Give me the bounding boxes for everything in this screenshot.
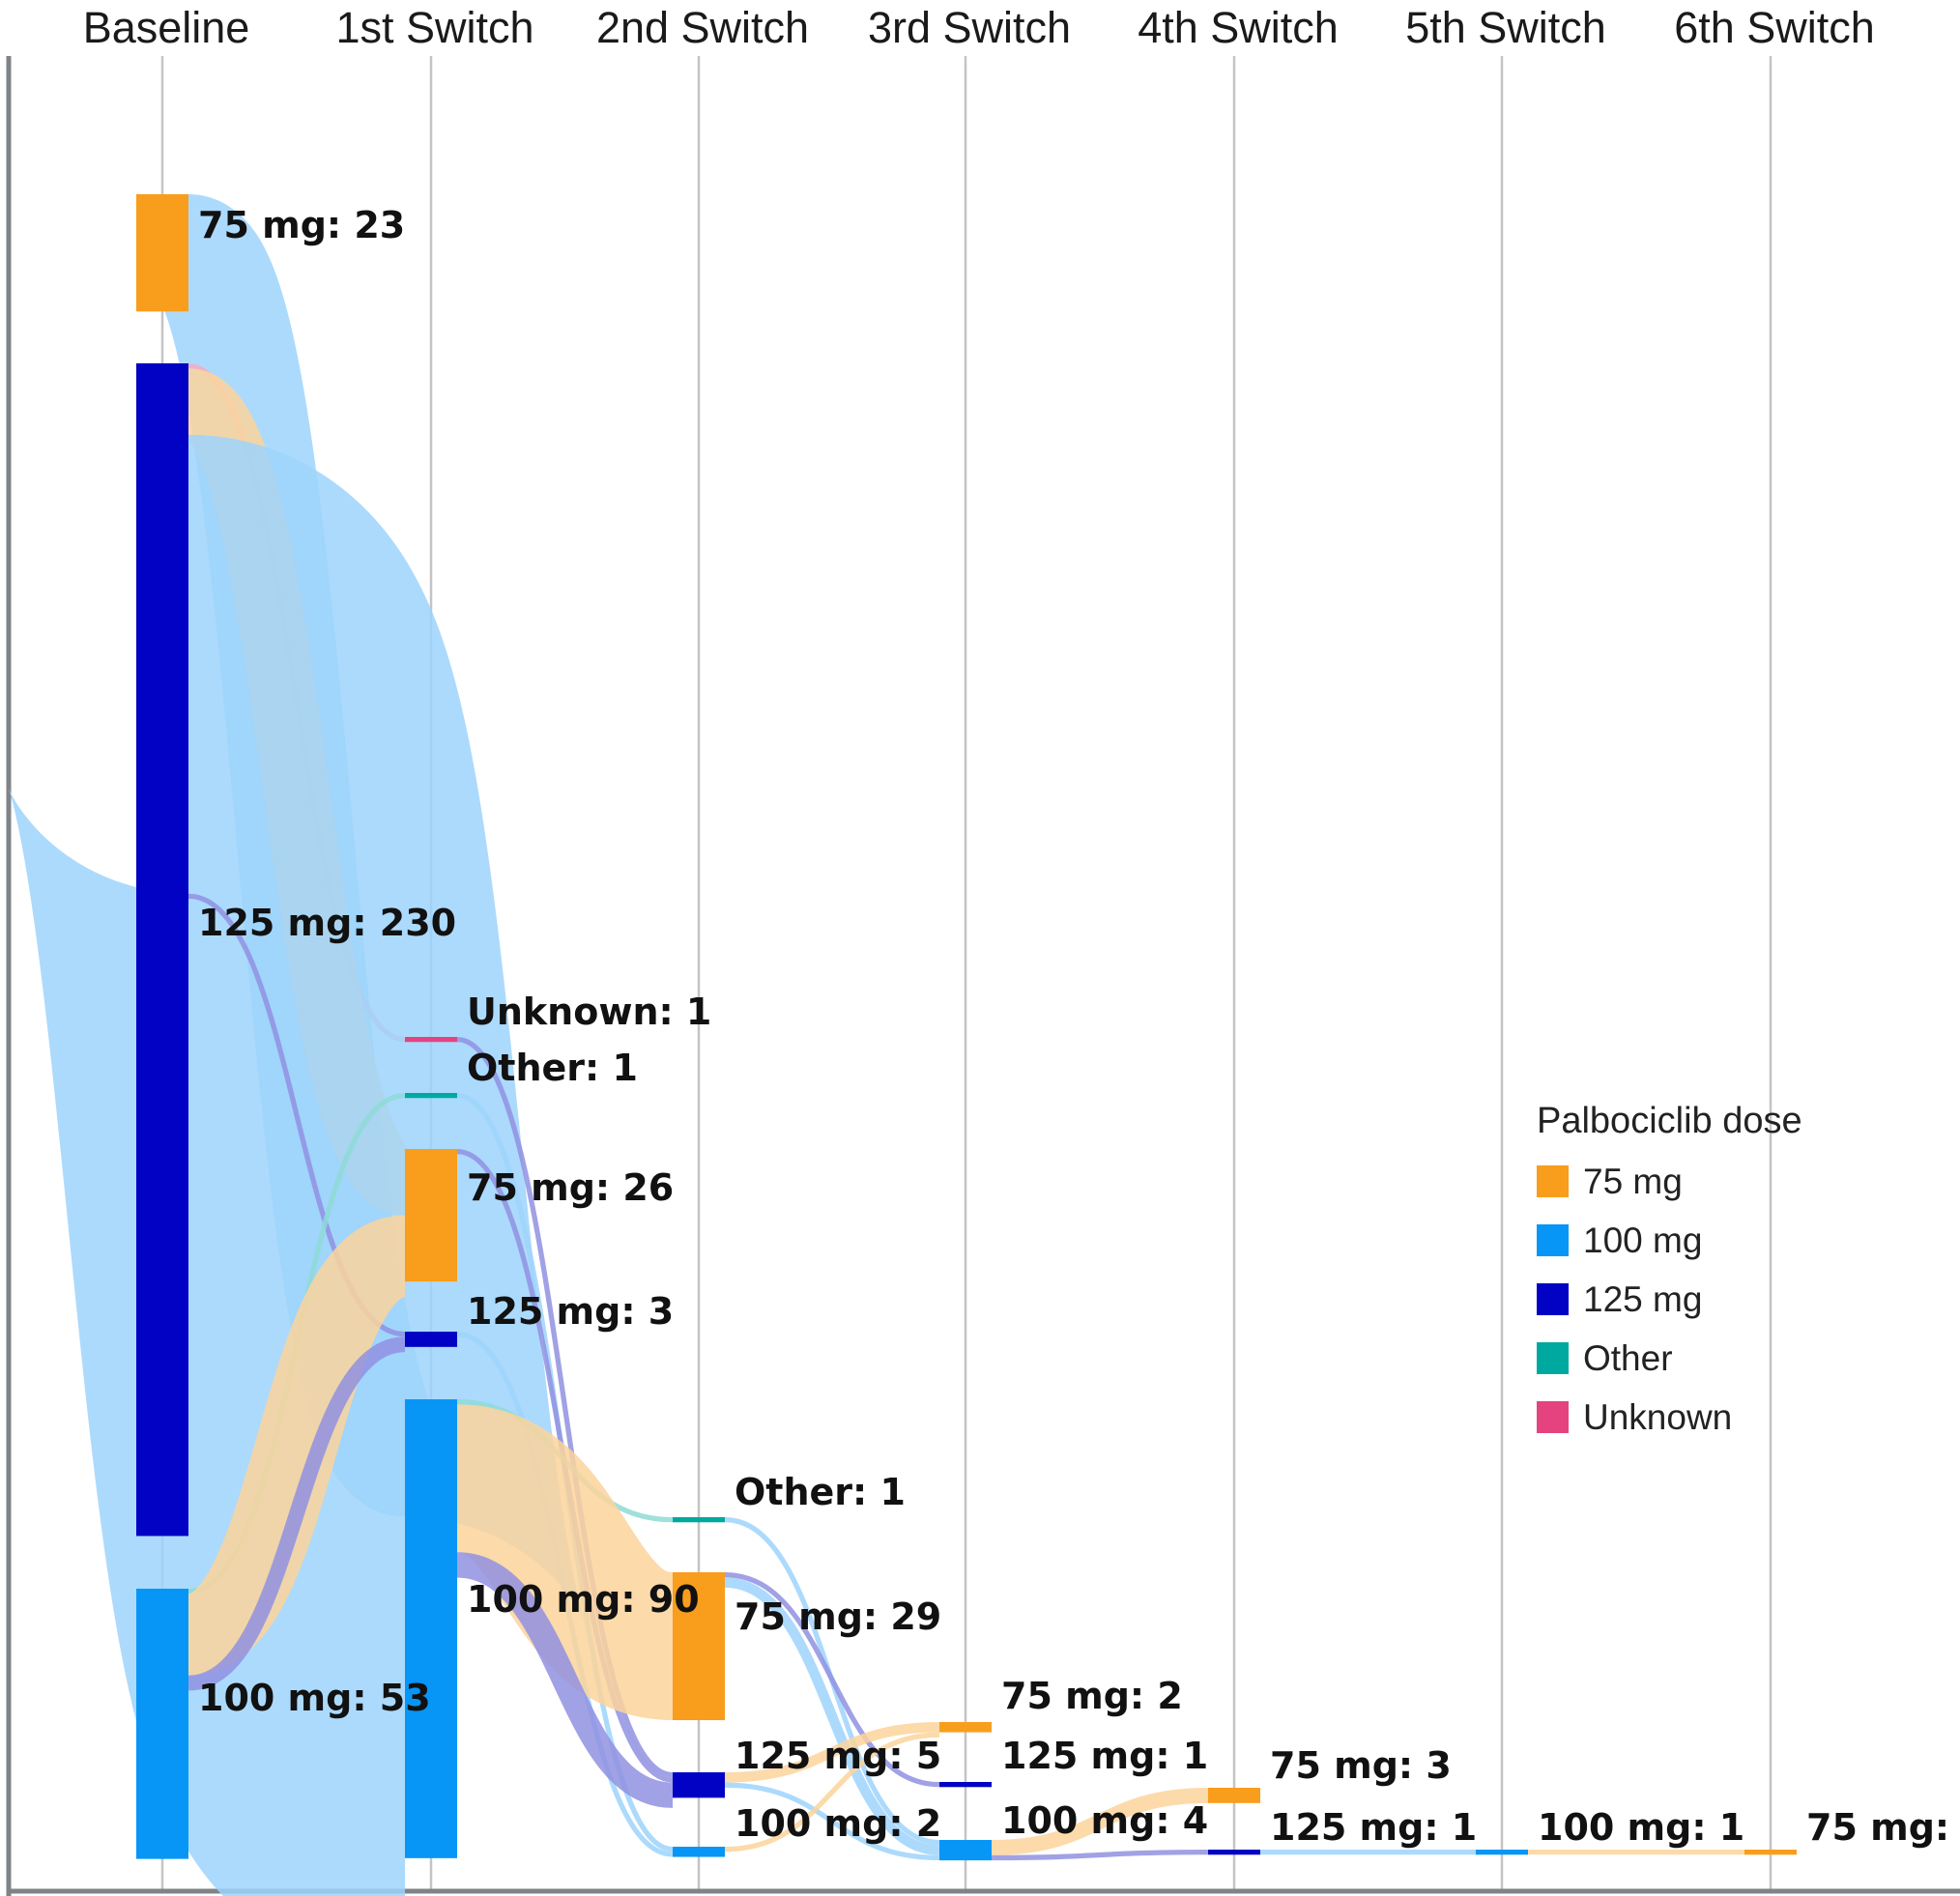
node-label-s6_75: 75 mg: 1 [1806,1806,1960,1849]
node-label-s1_100: 100 mg: 90 [467,1578,700,1621]
legend-swatch-other [1537,1342,1569,1374]
node-s1unk [405,1037,457,1043]
dose-nodes [136,194,1797,1861]
node-s4_75 [1208,1788,1260,1803]
link-b100-to-s1_125 [187,1336,406,1691]
node-label-s1_125: 125 mg: 3 [467,1290,674,1333]
legend-swatch-100-mg [1537,1224,1569,1256]
node-label-b125: 125 mg: 230 [198,902,456,944]
stage-label-3rd-switch: 3rd Switch [868,3,1071,52]
node-s3_125 [939,1782,992,1788]
link-s2_75-to-s3_125 [724,1572,940,1788]
node-label-s2_125: 125 mg: 5 [735,1735,941,1777]
link-b100-to-s1_75 [183,1215,411,1676]
legend-label-other: Other [1583,1338,1673,1378]
legend-swatch-75-mg [1537,1165,1569,1197]
node-s1_125 [405,1332,457,1347]
node-s3_75 [939,1722,992,1733]
node-s2_100 [673,1847,725,1857]
node-s1oth [405,1093,457,1099]
node-label-s1oth: Other: 1 [467,1047,638,1089]
node-label-s3_125: 125 mg: 1 [1001,1735,1208,1777]
node-s2oth [673,1517,725,1523]
link-s2_100-to-s3_75 [724,1732,940,1853]
node-label-s4_75: 75 mg: 3 [1270,1744,1452,1787]
node-s5_100 [1476,1850,1528,1855]
node-s2_75 [673,1572,725,1721]
legend-label-125-mg: 125 mg [1583,1279,1702,1319]
legend-label-100-mg: 100 mg [1583,1221,1702,1260]
stage-labels: Baseline 1st Switch 2nd Switch 3rd Switch 4t… [83,3,1875,52]
legend-swatch-125-mg [1537,1283,1569,1315]
node-label-s2oth: Other: 1 [735,1471,906,1513]
legend: Palbociclib dose 75 mg 100 mg 125 mg Other Un… [1537,1101,1802,1437]
node-label-b100: 100 mg: 53 [198,1677,431,1719]
legend-swatch-unknown [1537,1401,1569,1433]
link-s3_100-to-s4_75 [991,1787,1209,1855]
node-s1_75 [405,1149,457,1282]
node-label-s2_75: 75 mg: 29 [735,1595,941,1638]
node-label-b75: 75 mg: 23 [198,204,405,246]
legend-label-unknown: Unknown [1583,1397,1732,1437]
flow-links [4,194,1744,1896]
node-b125 [136,363,188,1537]
node-labels: 75 mg: 23 125 mg: 230 100 mg: 53 Unknown: 1… [198,204,1960,1849]
node-label-s1unk: Unknown: 1 [467,991,711,1033]
link-s2_125-to-s3_75 [724,1722,940,1783]
stage-label-1st-switch: 1st Switch [335,3,533,52]
node-s2_125 [673,1772,725,1798]
node-label-s4_125: 125 mg: 1 [1270,1806,1477,1849]
node-b75 [136,194,188,312]
node-b100 [136,1589,188,1859]
node-s1_100 [405,1399,457,1858]
node-label-s5_100: 100 mg: 1 [1538,1806,1744,1849]
legend-title: Palbociclib dose [1537,1101,1802,1141]
node-label-s3_100: 100 mg: 4 [1001,1799,1208,1842]
stage-gridlines [160,56,1773,1889]
node-s6_75 [1744,1850,1797,1855]
link-s1_100-to-s2_75 [451,1404,678,1721]
node-s3_100 [939,1840,992,1861]
link-s2_125-to-s3_100 [724,1782,940,1861]
stage-label-4th-switch: 4th Switch [1138,3,1339,52]
stage-label-6th-switch: 6th Switch [1674,3,1875,52]
node-s4_125 [1208,1850,1260,1855]
legend-label-75-mg: 75 mg [1583,1162,1683,1201]
link-b125-to-s1_100 [4,434,590,1896]
link-s1unk-to-s2_125 [456,1037,674,1778]
stage-label-5th-switch: 5th Switch [1405,3,1606,52]
node-label-s2_100: 100 mg: 2 [735,1802,941,1845]
stage-label-baseline: Baseline [83,3,250,52]
link-s3_100-to-s4_125 [991,1850,1209,1861]
node-label-s1_75: 75 mg: 26 [467,1166,674,1209]
link-s2_75-to-s3_100 [724,1577,940,1855]
node-label-s3_75: 75 mg: 2 [1001,1675,1183,1717]
stage-label-2nd-switch: 2nd Switch [596,3,809,52]
link-s1_100-to-s2_125 [456,1552,674,1808]
